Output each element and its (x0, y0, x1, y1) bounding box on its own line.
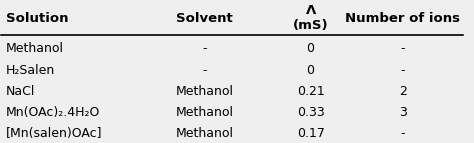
Text: Λ
(mS): Λ (mS) (293, 4, 328, 32)
Text: Methanol: Methanol (6, 42, 64, 55)
Text: 0.17: 0.17 (297, 127, 325, 140)
Text: 3: 3 (399, 106, 407, 119)
Text: [Mn(salen)OAc]: [Mn(salen)OAc] (6, 127, 102, 140)
Text: -: - (401, 63, 405, 77)
Text: 2: 2 (399, 85, 407, 98)
Text: Number of ions: Number of ions (346, 12, 460, 25)
Text: NaCl: NaCl (6, 85, 36, 98)
Text: -: - (401, 42, 405, 55)
Text: H₂Salen: H₂Salen (6, 63, 55, 77)
Text: 0.21: 0.21 (297, 85, 325, 98)
Text: -: - (401, 127, 405, 140)
Text: Methanol: Methanol (175, 127, 233, 140)
Text: Methanol: Methanol (175, 85, 233, 98)
Text: -: - (202, 63, 207, 77)
Text: 0.33: 0.33 (297, 106, 325, 119)
Text: Solvent: Solvent (176, 12, 233, 25)
Text: Methanol: Methanol (175, 106, 233, 119)
Text: 0: 0 (307, 42, 315, 55)
Text: -: - (202, 42, 207, 55)
Text: Mn(OAc)₂.4H₂O: Mn(OAc)₂.4H₂O (6, 106, 100, 119)
Text: Solution: Solution (6, 12, 69, 25)
Text: 0: 0 (307, 63, 315, 77)
